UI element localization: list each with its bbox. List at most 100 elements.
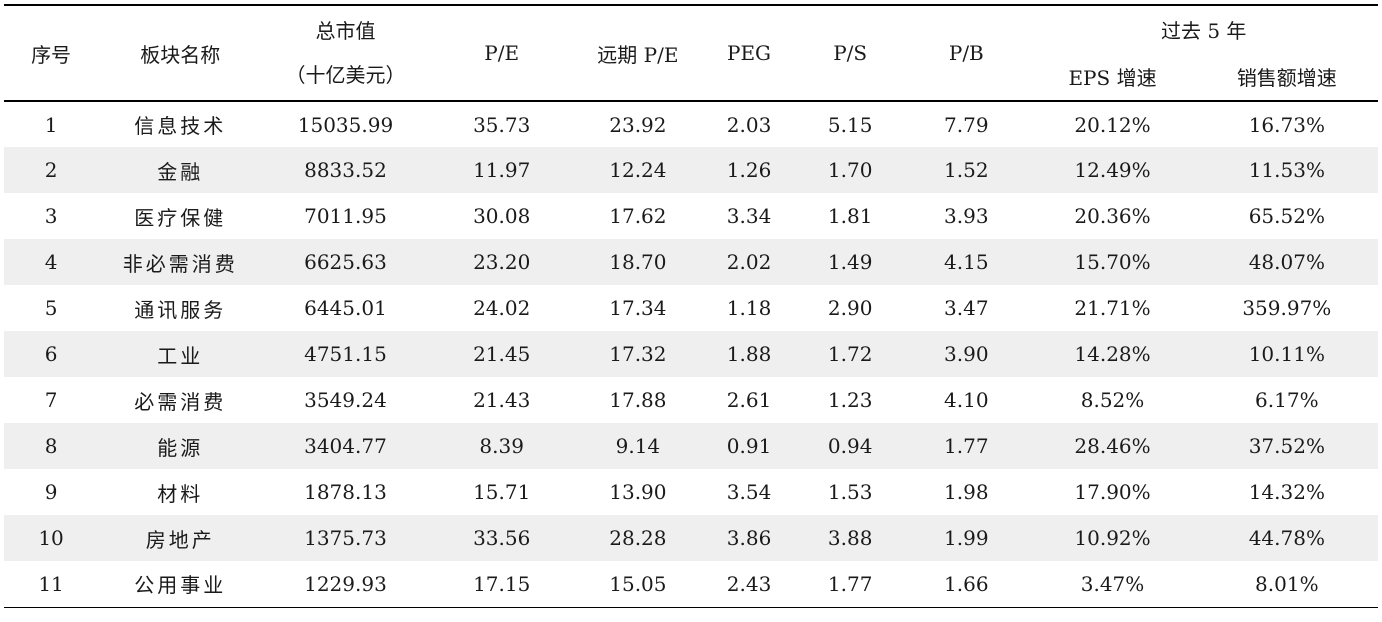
cell-ps: 1.23 [827, 388, 873, 412]
cell-forward-pe: 17.62 [609, 204, 667, 228]
cell-eps-growth: 14.28% [1029, 331, 1196, 377]
cell-sector-name: 工业 [98, 331, 263, 377]
cell-market-cap: 1878.13 [304, 480, 387, 504]
cell-market-cap: 6445.01 [304, 296, 387, 320]
header-index: 序号 [4, 4, 99, 102]
table-row: 11 公用事业 1229.93 17.15 15.05 2.43 1.77 1.66 3.47%… [4, 561, 1378, 608]
table-row: 10 房地产 1375.73 33.56 28.28 3.86 3.88 1.99 10.92%… [4, 515, 1378, 561]
cell-index: 10 [4, 515, 99, 561]
cell-sales-growth: 11.53% [1195, 147, 1378, 193]
cell-peg: 2.02 [700, 239, 798, 285]
cell-pb: 4.10 [944, 388, 989, 412]
cell-forward-pe: 17.88 [609, 388, 667, 412]
cell-forward-pe: 28.28 [574, 515, 701, 561]
cell-pb: 7.79 [944, 112, 989, 137]
cell-sales-growth: 16.73% [1248, 112, 1325, 137]
cell-peg: 2.03 [726, 112, 772, 137]
cell-sector-name: 能源 [98, 423, 263, 469]
cell-eps-growth: 21.71% [1074, 296, 1151, 320]
cell-eps-growth: 12.49% [1029, 147, 1196, 193]
cell-ps: 5.15 [827, 112, 873, 137]
table-body: 1 信息技术 15035.99 35.73 23.92 2.03 5.15 7.79 20.12… [4, 101, 1378, 608]
cell-pe: 35.73 [473, 112, 531, 137]
cell-sales-growth: 65.52% [1248, 204, 1325, 228]
cell-forward-pe: 23.92 [609, 112, 667, 137]
cell-peg: 1.88 [700, 331, 798, 377]
cell-index: 4 [4, 239, 99, 285]
cell-forward-pe: 13.90 [609, 480, 667, 504]
header-eps-growth: EPS 增速 [1029, 53, 1196, 102]
cell-peg: 3.34 [726, 204, 772, 228]
cell-forward-pe: 15.05 [574, 561, 701, 608]
cell-peg: 0.91 [700, 423, 798, 469]
cell-index: 6 [4, 331, 99, 377]
cell-sector-name: 金融 [98, 147, 263, 193]
header-market-cap: 总市值 （十亿美元） [262, 4, 429, 102]
cell-sector-name: 信息技术 [134, 114, 227, 138]
cell-pb: 1.99 [903, 515, 1030, 561]
cell-pe: 24.02 [473, 296, 531, 320]
cell-ps: 1.53 [827, 480, 873, 504]
cell-eps-growth: 20.12% [1074, 112, 1151, 137]
cell-sector-name: 材料 [157, 481, 204, 506]
cell-pb: 3.93 [944, 204, 989, 228]
cell-ps: 0.94 [797, 423, 904, 469]
cell-eps-growth: 20.36% [1074, 204, 1151, 228]
cell-ps: 1.49 [797, 239, 904, 285]
header-past-5-years: 过去 5 年 [1029, 4, 1378, 53]
cell-peg: 2.43 [700, 561, 798, 608]
cell-pe: 23.20 [428, 239, 575, 285]
header-row-1: 序号 板块名称 总市值 （十亿美元） P/E 远期 P/E PEG P/S P/… [4, 4, 1378, 102]
cell-pe: 17.15 [428, 561, 575, 608]
cell-market-cap: 15035.99 [297, 112, 394, 137]
cell-sector-name: 公用事业 [98, 561, 263, 608]
cell-pb: 4.15 [903, 239, 1030, 285]
cell-pb: 1.77 [903, 423, 1030, 469]
cell-eps-growth: 15.70% [1029, 239, 1196, 285]
header-row-2: EPS 增速 销售额增速 [4, 53, 1378, 102]
cell-ps: 1.81 [827, 204, 873, 228]
cell-ps: 2.90 [827, 296, 873, 320]
cell-sales-growth: 6.17% [1255, 388, 1319, 412]
cell-pe: 30.08 [473, 204, 531, 228]
cell-peg: 2.61 [726, 388, 772, 412]
table-row: 3 医疗保健 7011.95 30.08 17.62 3.34 1.81 3.93 20.36%… [4, 193, 1378, 239]
cell-sales-growth: 8.01% [1195, 561, 1378, 608]
cell-peg: 3.54 [726, 480, 772, 504]
table-row: 2 金融 8833.52 11.97 12.24 1.26 1.70 1.52 12.49% 11… [4, 147, 1378, 193]
cell-peg: 1.26 [700, 147, 798, 193]
cell-ps: 1.72 [797, 331, 904, 377]
sector-valuation-table-wrapper: 序号 板块名称 总市值 （十亿美元） P/E 远期 P/E PEG P/S P/… [4, 4, 1378, 608]
table-row: 4 非必需消费 6625.63 23.20 18.70 2.02 1.49 4.15 15.70… [4, 239, 1378, 285]
table-row: 6 工业 4751.15 21.45 17.32 1.88 1.72 3.90 14.28% 10… [4, 331, 1378, 377]
cell-forward-pe: 9.14 [574, 423, 701, 469]
header-pb: P/B [903, 4, 1030, 102]
cell-market-cap: 1375.73 [262, 515, 429, 561]
table-row: 1 信息技术 15035.99 35.73 23.92 2.03 5.15 7.79 20.12… [4, 101, 1378, 147]
cell-ps: 1.70 [797, 147, 904, 193]
cell-sales-growth: 10.11% [1195, 331, 1378, 377]
cell-sector-name: 非必需消费 [98, 239, 263, 285]
header-pe: P/E [428, 4, 575, 102]
cell-peg: 1.18 [726, 296, 772, 320]
cell-pe: 8.39 [428, 423, 575, 469]
cell-sales-growth: 48.07% [1195, 239, 1378, 285]
header-forward-pe: 远期 P/E [574, 4, 701, 102]
cell-sector-name: 必需消费 [134, 389, 227, 414]
header-market-cap-line1: 总市值 [315, 19, 376, 43]
cell-ps: 1.77 [797, 561, 904, 608]
cell-pe: 21.43 [473, 388, 531, 412]
header-sector: 板块名称 [98, 4, 263, 102]
cell-pe: 33.56 [428, 515, 575, 561]
cell-pb: 3.90 [903, 331, 1030, 377]
cell-forward-pe: 17.34 [609, 296, 667, 320]
table-row: 8 能源 3404.77 8.39 9.14 0.91 0.94 1.77 28.46% 37.5… [4, 423, 1378, 469]
cell-market-cap: 4751.15 [262, 331, 429, 377]
cell-forward-pe: 17.32 [574, 331, 701, 377]
cell-eps-growth: 8.52% [1080, 388, 1145, 412]
cell-eps-growth: 28.46% [1029, 423, 1196, 469]
cell-sales-growth: 359.97% [1242, 296, 1332, 320]
cell-sales-growth: 37.52% [1195, 423, 1378, 469]
table-row: 5 通讯服务 6445.01 24.02 17.34 1.18 2.90 3.47 21.71%… [4, 285, 1378, 331]
cell-pb: 3.47 [944, 296, 989, 320]
